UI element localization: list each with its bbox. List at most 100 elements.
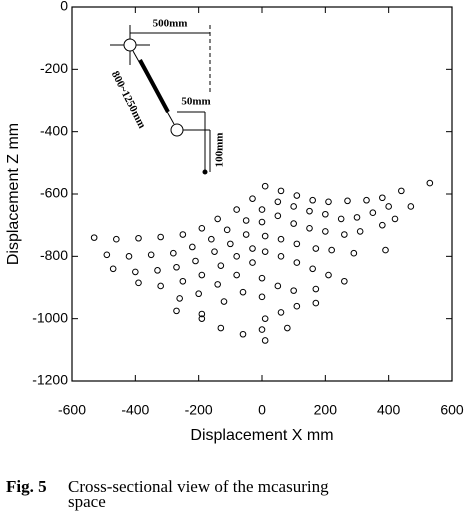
point bbox=[135, 234, 142, 242]
point bbox=[274, 282, 282, 290]
point bbox=[312, 245, 320, 252]
x-tick-label: -200 bbox=[185, 402, 213, 418]
point bbox=[239, 330, 247, 338]
point bbox=[173, 307, 180, 315]
point bbox=[217, 324, 225, 332]
point bbox=[312, 285, 320, 293]
point bbox=[198, 310, 206, 318]
plot-frame bbox=[71, 6, 453, 382]
point bbox=[258, 206, 266, 213]
point bbox=[214, 215, 221, 223]
point bbox=[379, 221, 386, 229]
point bbox=[261, 182, 269, 190]
point bbox=[356, 228, 364, 235]
point bbox=[277, 235, 285, 243]
point bbox=[170, 249, 177, 257]
point bbox=[261, 232, 269, 240]
point bbox=[293, 302, 301, 310]
point bbox=[382, 246, 389, 254]
annotation: 100mm bbox=[214, 133, 226, 168]
y-tick-label: 0 bbox=[60, 0, 68, 14]
point bbox=[233, 271, 240, 279]
point bbox=[189, 243, 196, 251]
point bbox=[426, 179, 434, 187]
point bbox=[293, 192, 301, 199]
x-axis-label: Displacement X mm bbox=[190, 427, 333, 444]
point bbox=[223, 226, 231, 234]
point bbox=[322, 210, 329, 218]
y-tick-label: -1000 bbox=[32, 309, 68, 325]
point bbox=[312, 299, 320, 307]
point bbox=[258, 293, 266, 301]
point bbox=[154, 267, 161, 274]
point bbox=[379, 194, 386, 202]
point bbox=[135, 279, 142, 287]
point bbox=[350, 249, 358, 257]
point bbox=[179, 277, 187, 285]
point bbox=[328, 246, 335, 254]
point bbox=[337, 215, 345, 223]
point bbox=[391, 215, 399, 223]
point bbox=[261, 315, 269, 322]
point bbox=[198, 224, 206, 232]
point bbox=[233, 206, 240, 213]
point bbox=[309, 265, 316, 273]
x-tick-label: 400 bbox=[377, 402, 401, 418]
point bbox=[132, 268, 139, 276]
y-tick-label: -800 bbox=[40, 247, 68, 263]
point bbox=[157, 233, 164, 241]
point bbox=[173, 263, 180, 271]
point bbox=[306, 224, 313, 232]
point bbox=[147, 251, 155, 259]
point bbox=[109, 265, 117, 273]
point bbox=[198, 315, 206, 322]
point bbox=[344, 197, 351, 205]
point bbox=[242, 231, 250, 238]
point bbox=[363, 196, 370, 204]
point bbox=[208, 235, 215, 243]
x-tick-label: -600 bbox=[58, 402, 86, 418]
point bbox=[214, 281, 221, 288]
point bbox=[198, 271, 206, 279]
y-tick-label: -600 bbox=[40, 185, 68, 201]
point bbox=[293, 240, 301, 248]
y-tick-label: -400 bbox=[40, 122, 68, 138]
point bbox=[369, 209, 377, 216]
point bbox=[274, 198, 282, 206]
point bbox=[195, 290, 202, 298]
point bbox=[90, 234, 98, 241]
y-axis-label: Displacement Z mm bbox=[5, 123, 22, 265]
point bbox=[211, 248, 218, 255]
point bbox=[249, 195, 256, 202]
point bbox=[325, 198, 332, 206]
point bbox=[306, 207, 313, 215]
point bbox=[227, 240, 234, 248]
annotation: 800~1250mm bbox=[109, 69, 148, 130]
point bbox=[242, 217, 250, 224]
point bbox=[341, 277, 348, 285]
point bbox=[157, 282, 164, 290]
point bbox=[290, 203, 297, 210]
point bbox=[341, 231, 348, 238]
point bbox=[179, 231, 187, 238]
annotation: 50mm bbox=[181, 96, 210, 108]
point bbox=[274, 212, 282, 220]
point bbox=[217, 262, 225, 269]
point bbox=[277, 309, 285, 316]
point bbox=[249, 259, 256, 266]
point bbox=[293, 259, 301, 266]
point bbox=[407, 203, 415, 210]
point bbox=[322, 228, 329, 235]
inset-diagram bbox=[110, 25, 211, 175]
point bbox=[125, 253, 133, 260]
point bbox=[325, 271, 332, 279]
point bbox=[290, 220, 297, 227]
point bbox=[284, 324, 291, 332]
point bbox=[258, 218, 266, 226]
point bbox=[309, 196, 316, 204]
y-tick-label: -1200 bbox=[32, 372, 68, 388]
y-tick-label: -200 bbox=[40, 60, 68, 76]
point bbox=[258, 326, 266, 333]
point bbox=[261, 248, 269, 255]
